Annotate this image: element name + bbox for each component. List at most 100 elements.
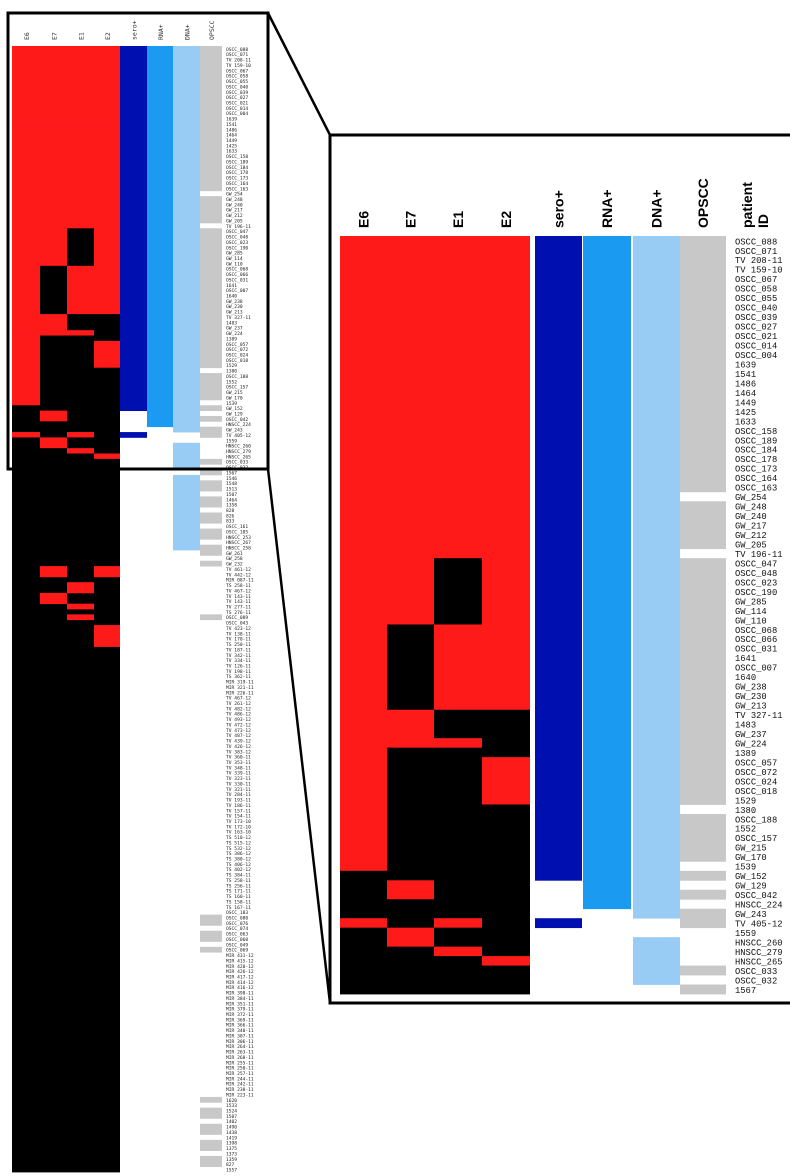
overview-cell-E7-140: [40, 796, 67, 803]
zoom-cell-sero+-OSCC_188: [535, 813, 582, 824]
overview-patient-id: MIR 415-12: [226, 958, 254, 964]
overview-patient-id: 1464: [226, 133, 237, 139]
overview-cell-E7-101: [40, 587, 67, 594]
overview-cell-DNA+-6: [173, 78, 200, 84]
overview-cell-E7-159: [40, 898, 67, 905]
overview-cell-E1-102: [67, 592, 94, 599]
overview-cell-E2-133: [94, 759, 120, 765]
zoom-patient-id: OSCC_007: [735, 664, 777, 674]
zoom-cell-OPSCC-OSCC_018: [680, 785, 726, 796]
zoom-cell-E2-GW_254: [482, 491, 530, 502]
overview-cell-E6-166: [12, 936, 40, 942]
overview-cell-E2-132: [94, 753, 120, 760]
overview-patient-id: TV 348-11: [226, 765, 251, 771]
overview-patient-id: 1449: [226, 138, 237, 144]
zoom-cell-E6-GW_129: [340, 880, 387, 891]
zoom-cell-E7-GW_224: [387, 738, 434, 749]
overview-cell-DNA+-75: [173, 448, 200, 454]
overview-cell-DNA+-81: [173, 480, 200, 487]
zoom-cell-E6-GW_217: [340, 520, 387, 531]
overview-cell-OPSCC-14: [200, 121, 222, 127]
zoom-cell-sero+-OSCC_023: [535, 577, 582, 587]
overview-cell-sero+-24: [120, 174, 147, 181]
zoom-cell-E2-OSCC_007: [482, 662, 530, 673]
overview-cell-RNA+-25: [147, 180, 173, 186]
overview-cell-sero+-64: [120, 389, 147, 395]
zoom-cell-E1-OSCC_057: [434, 757, 482, 768]
overview-patient-id: MIR 244-11: [226, 1076, 254, 1082]
overview-patient-id: MIR 417-12: [226, 974, 254, 980]
overview-cell-OPSCC-42: [200, 271, 222, 277]
overview-cell-E2-177: [94, 995, 120, 1001]
zoom-cell-E1-GW_205: [434, 539, 482, 550]
overview-col-header: E2: [104, 32, 112, 40]
overview-cell-E2-40: [94, 260, 120, 267]
overview-cell-E7-147: [40, 834, 67, 840]
zoom-cell-OPSCC-OSCC_071: [680, 245, 726, 256]
zoom-cell-DNA+-GW_238: [633, 681, 680, 692]
zoom-cell-RNA+-1552: [583, 823, 631, 834]
overview-cell-E2-173: [94, 973, 120, 980]
overview-cell-E2-207: [94, 1155, 120, 1162]
overview-cell-E2-200: [94, 1118, 120, 1125]
zoom-cell-E6-GW_240: [340, 510, 387, 521]
overview-cell-E2-29: [94, 201, 120, 208]
zoom-cell-DNA+-GW_243: [633, 908, 680, 919]
overview-cell-E2-167: [94, 941, 120, 948]
overview-cell-OPSCC-54: [200, 335, 222, 342]
zoom-cell-E2-OSCC_031: [482, 643, 530, 654]
overview-cell-DNA+-91: [173, 533, 200, 540]
overview-cell-E2-161: [94, 909, 120, 916]
overview-cell-E1-54: [67, 335, 94, 342]
overview-cell-E1-68: [67, 410, 94, 417]
overview-cell-E6-122: [12, 700, 40, 706]
overview-cell-E2-78: [94, 464, 120, 470]
zoom-cell-DNA+-1486: [633, 378, 680, 389]
overview-cell-E2-67: [94, 405, 120, 412]
zoom-cell-E1-1529: [434, 795, 482, 805]
overview-cell-OPSCC-16: [200, 131, 222, 138]
zoom-cell-E6-1486: [340, 378, 387, 389]
zoom-cell-E6-OSCC_040: [340, 302, 387, 313]
zoom-cell-E6-GW_248: [340, 501, 387, 512]
overview-cell-E2-93: [94, 544, 120, 551]
overview-cell-E2-86: [94, 507, 120, 513]
zoom-cell-RNA+-OSCC_088: [583, 236, 631, 246]
overview-cell-DNA+-69: [173, 415, 200, 422]
overview-cell-E2-204: [94, 1139, 120, 1146]
zoom-cell-RNA+-OSCC_027: [583, 321, 631, 332]
overview-cell-E1-196: [67, 1096, 94, 1103]
overview-patient-id: OSCC_055: [226, 79, 248, 85]
zoom-cell-E1-1486: [434, 378, 482, 389]
zoom-cell-E6-OSCC_088: [340, 236, 387, 246]
overview-cell-sero+-22: [120, 163, 147, 170]
overview-cell-extra-98-3: [94, 571, 120, 578]
overview-cell-E1-18: [67, 142, 94, 149]
overview-cell-E2-123: [94, 705, 120, 712]
overview-cell-E1-50: [67, 314, 94, 320]
zoom-cell-DNA+-HNSCC_260: [633, 937, 680, 948]
zoom-cell-E2-OSCC_178: [482, 453, 530, 464]
overview-patient-id: MIR 416-12: [226, 985, 254, 991]
overview-cell-OPSCC-67: [200, 405, 222, 412]
overview-patient-id: OSCC_089: [226, 615, 248, 621]
overview-cell-E2-137: [94, 780, 120, 787]
overview-cell-E6-184: [12, 1032, 40, 1039]
overview-cell-E2-17: [94, 137, 120, 143]
overview-cell-E2-15: [94, 126, 120, 133]
overview-patient-id: GW_238: [226, 299, 243, 305]
overview-cell-sero+-3: [120, 62, 147, 68]
overview-cell-RNA+-21: [147, 158, 173, 165]
overview-cell-E1-183: [67, 1027, 94, 1033]
overview-cell-RNA+-57: [147, 351, 173, 358]
overview-cell-E6-188: [12, 1054, 40, 1060]
overview-cell-DNA+-13: [173, 115, 200, 122]
zoom-cell-RNA+-GW_213: [583, 700, 631, 711]
overview-cell-E1-26: [67, 185, 94, 192]
overview-patient-id: TV 383-12: [226, 749, 251, 755]
zoom-cell-E6-1449: [340, 397, 387, 407]
overview-cell-RNA+-55: [147, 340, 173, 347]
overview-cell-DNA+-76: [173, 453, 200, 460]
overview-cell-E6-157: [12, 887, 40, 894]
overview-cell-E1-22: [67, 163, 94, 170]
